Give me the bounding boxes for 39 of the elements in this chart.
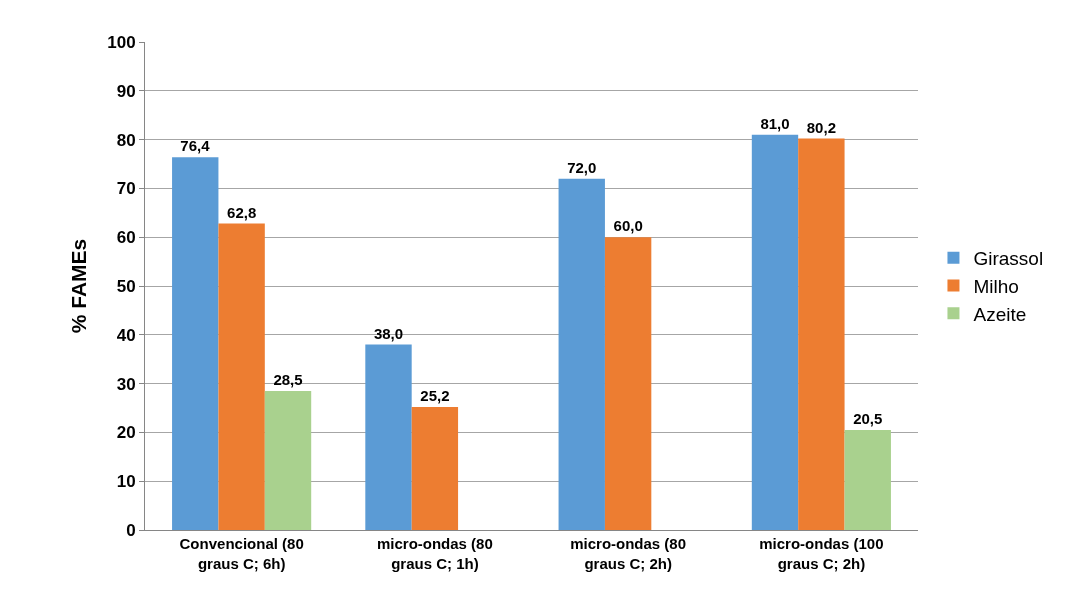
x-tick-label: micro-ondas (100 graus C; 2h) bbox=[759, 535, 884, 572]
bar bbox=[264, 390, 312, 530]
data-label: 62,8 bbox=[227, 203, 257, 221]
data-label: 72,0 bbox=[567, 158, 597, 176]
data-label: 38,0 bbox=[373, 324, 404, 342]
bar bbox=[172, 157, 219, 530]
y-tick-label: 60 bbox=[116, 228, 136, 248]
bar bbox=[798, 138, 845, 530]
data-label: 25,2 bbox=[420, 387, 450, 405]
legend-label: Milho bbox=[973, 275, 1019, 297]
data-label: 80,2 bbox=[806, 118, 836, 136]
bar bbox=[751, 134, 799, 530]
x-tick-label: micro-ondas (80 graus C; 1h) bbox=[376, 535, 493, 572]
bar bbox=[218, 223, 265, 530]
data-label: 76,4 bbox=[180, 137, 211, 155]
y-axis-title: % FAMEs bbox=[67, 238, 91, 334]
bar bbox=[844, 429, 891, 530]
y-tick-label: 50 bbox=[116, 276, 136, 296]
y-tick-label: 10 bbox=[116, 472, 136, 492]
y-tick-label: 40 bbox=[116, 325, 136, 345]
bar bbox=[365, 344, 412, 530]
y-tick-label: 70 bbox=[116, 179, 136, 199]
y-tick-label: 20 bbox=[116, 423, 136, 443]
bar bbox=[558, 178, 605, 530]
x-tick-label: Convencional (80 graus C; 6h) bbox=[179, 535, 304, 572]
legend-label: Girassol bbox=[973, 248, 1044, 270]
y-tick-label: 100 bbox=[107, 32, 136, 52]
y-tick-label: 80 bbox=[116, 130, 136, 150]
data-label: 60,0 bbox=[613, 217, 643, 235]
x-tick-label: micro-ondas (80 graus C; 2h) bbox=[570, 535, 687, 572]
data-label: 20,5 bbox=[853, 409, 883, 427]
bar bbox=[411, 407, 459, 530]
bar bbox=[604, 237, 652, 530]
y-tick-label: 0 bbox=[126, 520, 136, 540]
data-label: 81,0 bbox=[760, 114, 790, 132]
data-label: 28,5 bbox=[273, 370, 303, 388]
y-tick-label: 30 bbox=[116, 374, 136, 394]
legend-label: Azeite bbox=[973, 303, 1027, 325]
y-tick-label: 90 bbox=[116, 81, 136, 101]
